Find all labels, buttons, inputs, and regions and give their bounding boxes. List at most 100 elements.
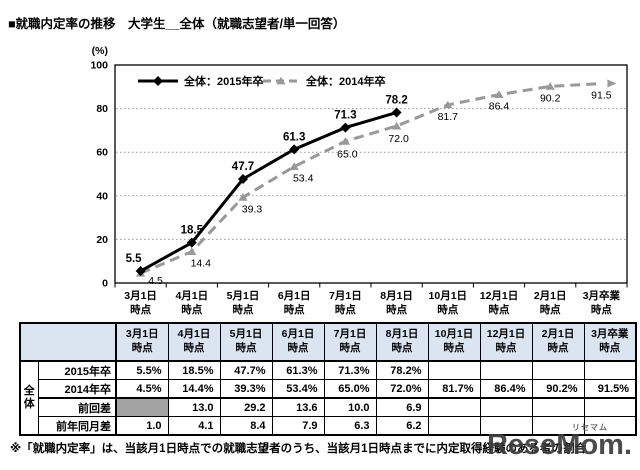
x-tick-label: 12月1日 <box>480 290 519 302</box>
value-cell <box>479 360 533 380</box>
data-label-2015: 61.3 <box>283 131 305 143</box>
x-tick-label: 時点 <box>335 303 356 316</box>
diamond-marker <box>391 107 402 118</box>
triangle-marker <box>238 193 248 201</box>
value-cell: 7.9 <box>271 416 325 436</box>
x-tick-label: 6月1日 <box>278 290 311 302</box>
value-cell: 13.6 <box>271 397 325 417</box>
data-label-2014: 90.2 <box>540 92 561 104</box>
data-label-2014: 14.4 <box>191 258 212 270</box>
value-cell <box>427 416 481 436</box>
data-table: 3月1日 時点 4月1日 時点 5月1日 時点 6月1日 時点 7月1日 時点 8月1日 時点 10月1… <box>19 322 637 436</box>
x-tick-label: 時点 <box>284 303 305 316</box>
column-header: 6月1日 時点 <box>271 322 325 362</box>
value-cell <box>583 416 637 436</box>
value-cell <box>115 397 169 417</box>
value-cell: 61.3% <box>271 360 325 380</box>
data-label-2015: 18.5 <box>181 225 204 237</box>
legend-label-2014: 全体：2014年卒 <box>305 74 385 88</box>
value-cell: 81.7% <box>427 379 481 399</box>
value-cell: 5.5% <box>115 360 169 380</box>
row-label: 2015年卒 <box>37 360 117 380</box>
value-cell: 65.0% <box>323 379 377 399</box>
table-row: 2014年卒 4.5% 14.4% 39.3% 53.4% 65.0% 72.0% 81.7%… <box>20 379 637 399</box>
line-chart: 020406080100(%)3月1日時点4月1日時点5月1日時点6月1日時点7… <box>90 45 628 316</box>
triangle-marker <box>545 82 555 90</box>
legend-label-2015: 全体：2015年卒 <box>183 74 263 88</box>
row-label: 2014年卒 <box>37 379 117 399</box>
x-tick-label: 時点 <box>233 303 254 316</box>
data-label-2014: 72.0 <box>388 133 409 145</box>
value-cell: 91.5% <box>583 379 637 399</box>
triangle-marker <box>443 100 453 109</box>
x-tick-label: 時点 <box>130 303 151 316</box>
value-cell: 13.0 <box>167 397 221 417</box>
page-title: ■就職内定率の推移 大学生__全体（就職志望者/単一回答） <box>8 17 346 31</box>
x-tick-label: 8月1日 <box>380 290 413 302</box>
watermark-ruby: リセマム <box>572 423 608 432</box>
value-cell <box>583 360 637 380</box>
watermark-text: ReseMom. <box>486 429 632 461</box>
value-cell: 53.4% <box>271 379 325 399</box>
series-2015-line <box>139 111 398 273</box>
value-cell <box>583 397 637 417</box>
data-label-2014: 86.4 <box>489 101 510 113</box>
value-cell: 78.2% <box>375 360 429 380</box>
x-tick-label: 時点 <box>591 303 612 316</box>
y-tick-label: 20 <box>96 234 108 246</box>
value-cell: 72.0% <box>375 379 429 399</box>
corner-cell <box>19 322 117 362</box>
value-cell: 29.2 <box>219 397 273 417</box>
value-cell: 47.7% <box>219 360 273 380</box>
value-cell: 86.4% <box>479 379 533 399</box>
x-tick-label: 2月1日 <box>534 290 567 302</box>
triangle-marker <box>340 137 350 145</box>
value-cell: 4.1 <box>167 416 221 436</box>
y-tick-label: 80 <box>96 103 108 115</box>
value-cell <box>479 397 533 417</box>
x-tick-label: 10月1日 <box>429 290 468 302</box>
value-cell: 10.0 <box>323 397 377 417</box>
data-label-2015: 5.5 <box>126 253 143 265</box>
value-cell: 8.4 <box>219 416 273 436</box>
table-row: 前回差 13.0 29.2 13.6 10.0 6.9 <box>20 397 637 417</box>
x-tick-label: 時点 <box>181 303 202 316</box>
data-label-2014: 53.4 <box>293 173 314 185</box>
x-tick-label: 時点 <box>437 303 458 316</box>
row-group-label: 全体 <box>19 360 39 436</box>
series-2014-arrow <box>607 79 617 88</box>
value-cell: 39.3% <box>219 379 273 399</box>
footnote: ※「就職内定率」は、当該月1日時点での就職志望者のうち、当該月1日時点までに内定… <box>10 443 586 455</box>
column-header: 5月1日 時点 <box>219 322 273 362</box>
value-cell: 6.9 <box>375 397 429 417</box>
diamond-marker <box>186 237 197 248</box>
value-cell: 1.0 <box>115 416 169 436</box>
value-cell: 71.3% <box>323 360 377 380</box>
column-header: 7月1日 時点 <box>323 322 377 362</box>
diamond-marker <box>340 122 351 133</box>
diamond-marker <box>153 76 163 86</box>
diamond-marker <box>238 174 248 185</box>
x-tick-label: 3月卒業 <box>583 289 621 302</box>
diamond-marker <box>289 144 300 155</box>
diamond-marker <box>135 266 146 277</box>
value-cell: 6.3 <box>323 416 377 436</box>
column-header: 10月1日 時点 <box>427 322 481 362</box>
y-tick-label: 0 <box>102 278 108 290</box>
x-tick-label: 5月1日 <box>227 290 260 302</box>
x-tick-label: 3月1日 <box>124 290 157 302</box>
value-cell <box>427 397 481 417</box>
triangle-marker <box>494 90 504 99</box>
value-cell <box>531 360 585 380</box>
triangle-marker <box>289 162 299 170</box>
table-row: 全体 2015年卒 5.5% 18.5% 47.7% 61.3% 71.3% 78.2% <box>19 360 637 436</box>
column-header: 12月1日 時点 <box>479 322 533 362</box>
x-tick-label: 7月1日 <box>329 290 362 302</box>
column-header: 3月卒業 時点 <box>583 322 637 362</box>
table-header-row: 3月1日 時点 4月1日 時点 5月1日 時点 6月1日 時点 7月1日 時点 8月1日 時点 10月1… <box>19 322 637 362</box>
value-cell <box>531 397 585 417</box>
y-tick-label: 100 <box>90 60 108 72</box>
column-header: 8月1日 時点 <box>375 322 429 362</box>
data-label-2014: 4.5 <box>148 275 163 287</box>
column-header: 2月1日 時点 <box>531 322 585 362</box>
